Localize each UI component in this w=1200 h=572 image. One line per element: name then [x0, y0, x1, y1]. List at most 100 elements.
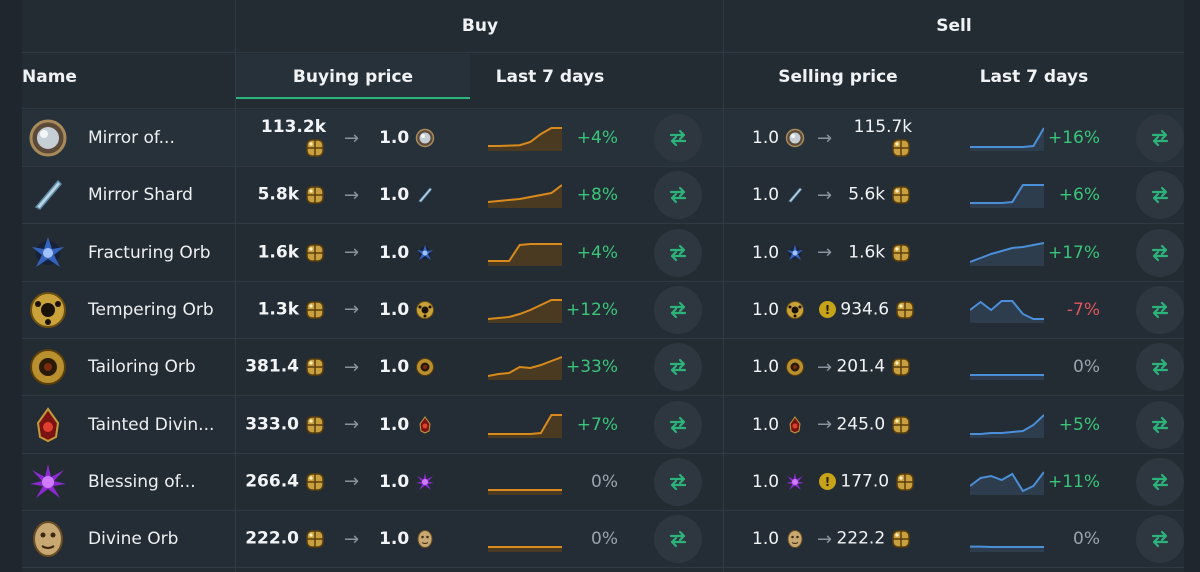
buying-price-cell: 1.3k → 1.0: [236, 282, 470, 338]
buy-sparkline: [488, 167, 568, 223]
table-row[interactable]: Blessing of... 266.4 → 1.0 0% 1.0! 177.0 +11%: [22, 454, 1184, 511]
swap-button[interactable]: [1136, 285, 1184, 334]
warning-icon[interactable]: !: [819, 473, 837, 491]
mirror-icon: [785, 128, 805, 148]
sell-sparkline: [970, 339, 1050, 395]
tainted-divine-icon: [785, 415, 805, 435]
selling-price-cell: 1.0 → 222.2: [752, 511, 952, 567]
sell-change-cell: -7%: [1044, 282, 1100, 338]
swap-button[interactable]: [1136, 171, 1184, 220]
sell-change-cell: 0%: [1044, 339, 1100, 395]
buy-change-value: +7%: [576, 414, 618, 435]
chaos-orb-icon: [890, 414, 912, 436]
col-buy-last7[interactable]: Last 7 days: [470, 54, 630, 100]
buy-price-value: 5.8k: [257, 184, 299, 205]
swap-button[interactable]: [654, 171, 702, 220]
buy-group-header: Buy: [461, 16, 499, 36]
arrow-right-icon: →: [817, 127, 833, 149]
sell-price-value: 177.0: [840, 471, 890, 492]
sell-sparkline: [970, 167, 1050, 223]
buy-change-cell: +4%: [562, 225, 618, 281]
swap-button-cell: [654, 282, 704, 338]
table-row[interactable]: Tempering Orb 1.3k → 1.0 +12% 1.0! 934.6 -7%: [22, 281, 1184, 339]
row-divider: [22, 223, 1184, 225]
tainted-divine-icon: [26, 403, 70, 447]
buy-sparkline: [488, 454, 568, 510]
swap-button[interactable]: [654, 114, 702, 162]
table-row[interactable]: Fracturing Orb 1.6k → 1.0 +4% 1.0 → 1.6k +17%: [22, 225, 1184, 282]
buy-change-cell: +33%: [562, 339, 618, 395]
sell-sparkline: [970, 397, 1050, 453]
buy-qty-value: 1.0: [379, 471, 410, 492]
selling-price-cell: 1.0 → 245.0: [752, 397, 952, 453]
arrow-right-icon: →: [344, 127, 360, 149]
swap-button[interactable]: [1136, 114, 1184, 162]
item-cell: Tempering Orb: [26, 282, 236, 338]
buy-change-cell: +8%: [562, 167, 618, 223]
sell-price-value: 5.6k: [848, 184, 886, 205]
row-divider: [22, 337, 1184, 339]
swap-button-cell: [1136, 282, 1184, 338]
page-margin-left: [0, 0, 22, 572]
buy-change-value: +12%: [565, 299, 618, 320]
col-sell-last7[interactable]: Last 7 days: [952, 54, 1116, 100]
active-tab-indicator: [236, 97, 470, 99]
buy-sparkline: [488, 339, 568, 395]
divine-orb-icon: [415, 529, 435, 549]
buy-change-value: 0%: [591, 529, 618, 550]
item-name: Mirror Shard: [88, 185, 193, 206]
row-divider: [22, 509, 1184, 511]
buy-qty-value: 1.0: [379, 128, 410, 148]
swap-button[interactable]: [654, 285, 702, 334]
item-cell: Tainted Divin...: [26, 397, 236, 453]
swap-button-cell: [654, 167, 704, 223]
swap-button[interactable]: [1136, 228, 1184, 277]
buy-change-value: +4%: [576, 242, 618, 263]
buy-change-cell: +12%: [562, 282, 618, 338]
arrow-right-icon: →: [344, 299, 360, 321]
sell-qty-value: 1.0: [752, 185, 780, 206]
chaos-orb-icon: [304, 137, 326, 159]
sell-change-cell: +11%: [1044, 454, 1100, 510]
sell-price-value: 115.7k: [853, 117, 913, 137]
row-divider: [22, 166, 1184, 167]
tempering-orb-icon: [785, 300, 805, 320]
sell-sparkline: [970, 454, 1050, 510]
tainted-divine-icon: [415, 415, 435, 435]
table-row[interactable]: Tailoring Orb 381.4 → 1.0 +33% 1.0 → 201.4 0%: [22, 339, 1184, 397]
swap-button[interactable]: [654, 228, 702, 277]
table-row[interactable]: Mirror Shard 5.8k → 1.0 +8% 1.0 → 5.6k +6%: [22, 167, 1184, 225]
col-name[interactable]: Name: [22, 54, 222, 100]
arrow-right-icon: →: [817, 528, 833, 550]
sell-sparkline: [970, 511, 1050, 567]
sell-price-value: 222.2: [836, 528, 886, 549]
blessing-icon: [785, 472, 805, 492]
buying-price-cell: 333.0 → 1.0: [236, 397, 470, 453]
table-row[interactable]: Divine Orb 222.0 → 1.0 0% 1.0 → 222.2 0%: [22, 511, 1184, 569]
swap-button[interactable]: [1136, 457, 1184, 506]
col-selling-price[interactable]: Selling price: [724, 54, 952, 100]
table-row[interactable]: Mirror of... 113.2k → 1.0 +4% 1.0 → 115.7k +16%: [22, 110, 1184, 167]
chaos-orb-icon: [304, 471, 326, 493]
selling-price-cell: 1.0 → 1.6k: [752, 225, 952, 281]
swap-button-cell: [1136, 454, 1184, 510]
warning-icon[interactable]: !: [819, 301, 837, 319]
swap-button[interactable]: [654, 400, 702, 449]
sell-qty-value: 1.0: [752, 299, 780, 320]
buy-qty-value: 1.0: [379, 299, 410, 320]
swap-button[interactable]: [1136, 343, 1184, 392]
table-row[interactable]: Tainted Divin... 333.0 → 1.0 +7% 1.0 → 245.0 +5%: [22, 396, 1184, 454]
selling-price-cell: 1.0 → 5.6k: [752, 167, 952, 223]
swap-button[interactable]: [1136, 400, 1184, 449]
swap-button[interactable]: [654, 515, 702, 564]
swap-button[interactable]: [654, 343, 702, 392]
buy-change-cell: +4%: [562, 110, 618, 166]
mirror-icon: [415, 128, 435, 148]
swap-button[interactable]: [1136, 515, 1184, 564]
tab-buying-price[interactable]: Buying price: [236, 54, 470, 100]
chaos-orb-icon: [890, 356, 912, 378]
sell-change-cell: +17%: [1044, 225, 1100, 281]
row-divider: [22, 567, 1184, 569]
swap-button[interactable]: [654, 457, 702, 506]
